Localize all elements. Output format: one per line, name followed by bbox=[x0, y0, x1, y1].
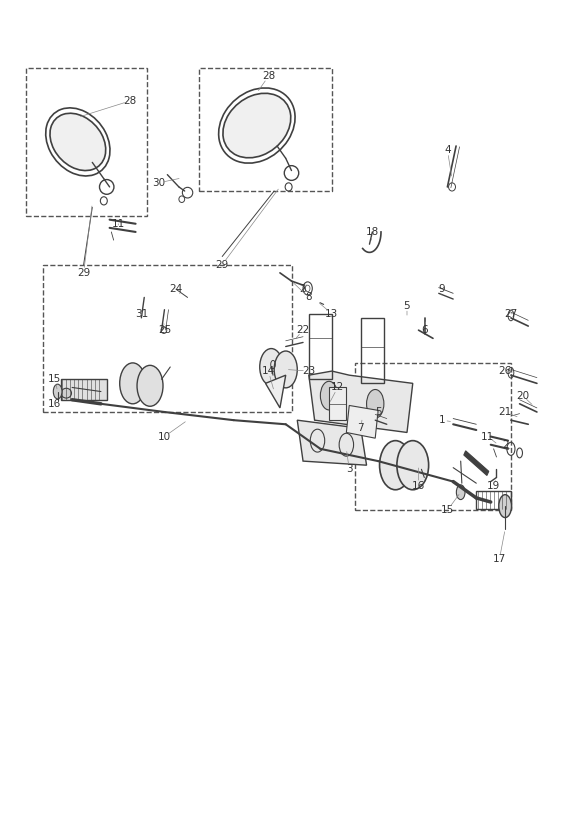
Text: 2: 2 bbox=[300, 284, 306, 294]
Ellipse shape bbox=[260, 349, 283, 386]
Text: 8: 8 bbox=[305, 293, 312, 302]
Polygon shape bbox=[297, 420, 367, 466]
Ellipse shape bbox=[499, 494, 511, 517]
FancyBboxPatch shape bbox=[329, 387, 346, 420]
Text: 29: 29 bbox=[77, 268, 90, 278]
Text: 31: 31 bbox=[135, 309, 148, 319]
Text: 2: 2 bbox=[502, 440, 508, 450]
Text: 29: 29 bbox=[216, 260, 229, 269]
Text: 9: 9 bbox=[438, 284, 445, 294]
Text: 30: 30 bbox=[152, 178, 165, 188]
Ellipse shape bbox=[50, 113, 106, 171]
Text: 28: 28 bbox=[123, 96, 136, 106]
Ellipse shape bbox=[61, 388, 72, 398]
Text: 4: 4 bbox=[444, 145, 451, 155]
Text: 17: 17 bbox=[493, 555, 506, 564]
Bar bbox=[43, 265, 292, 412]
Text: 15: 15 bbox=[441, 505, 454, 515]
Ellipse shape bbox=[137, 365, 163, 406]
Text: 14: 14 bbox=[262, 366, 275, 376]
Text: 11: 11 bbox=[481, 432, 494, 442]
Text: 20: 20 bbox=[516, 391, 529, 400]
Text: 26: 26 bbox=[498, 366, 512, 376]
Bar bbox=[26, 68, 147, 216]
Text: 13: 13 bbox=[325, 309, 339, 319]
Text: 5: 5 bbox=[403, 301, 410, 311]
Text: 27: 27 bbox=[504, 309, 518, 319]
Ellipse shape bbox=[380, 441, 412, 489]
Text: 1: 1 bbox=[438, 415, 445, 425]
Ellipse shape bbox=[456, 485, 465, 499]
Text: 6: 6 bbox=[421, 325, 427, 335]
Bar bbox=[355, 363, 511, 510]
Text: 16: 16 bbox=[412, 480, 425, 490]
Polygon shape bbox=[265, 375, 286, 408]
Text: 3: 3 bbox=[346, 464, 353, 475]
Text: 22: 22 bbox=[296, 325, 310, 335]
Text: 23: 23 bbox=[302, 366, 315, 376]
Text: 28: 28 bbox=[262, 72, 275, 82]
FancyBboxPatch shape bbox=[61, 379, 107, 400]
Bar bbox=[199, 68, 332, 191]
Text: 18: 18 bbox=[366, 227, 379, 237]
Text: 12: 12 bbox=[331, 382, 345, 392]
Polygon shape bbox=[309, 371, 413, 433]
Text: 21: 21 bbox=[498, 407, 512, 417]
Ellipse shape bbox=[274, 351, 297, 388]
Ellipse shape bbox=[223, 93, 291, 158]
Text: 10: 10 bbox=[158, 432, 171, 442]
Text: 5: 5 bbox=[375, 407, 381, 417]
Text: 19: 19 bbox=[487, 480, 500, 490]
Ellipse shape bbox=[53, 384, 62, 399]
Ellipse shape bbox=[367, 390, 384, 418]
Text: 24: 24 bbox=[170, 284, 182, 294]
Text: 15: 15 bbox=[48, 374, 61, 384]
Ellipse shape bbox=[120, 363, 146, 404]
Polygon shape bbox=[346, 405, 378, 438]
Ellipse shape bbox=[321, 382, 338, 410]
FancyArrow shape bbox=[464, 451, 489, 475]
Text: 25: 25 bbox=[158, 325, 171, 335]
Text: 11: 11 bbox=[111, 218, 125, 229]
Ellipse shape bbox=[397, 441, 429, 489]
Text: 16: 16 bbox=[48, 399, 61, 409]
Text: 7: 7 bbox=[357, 424, 364, 433]
